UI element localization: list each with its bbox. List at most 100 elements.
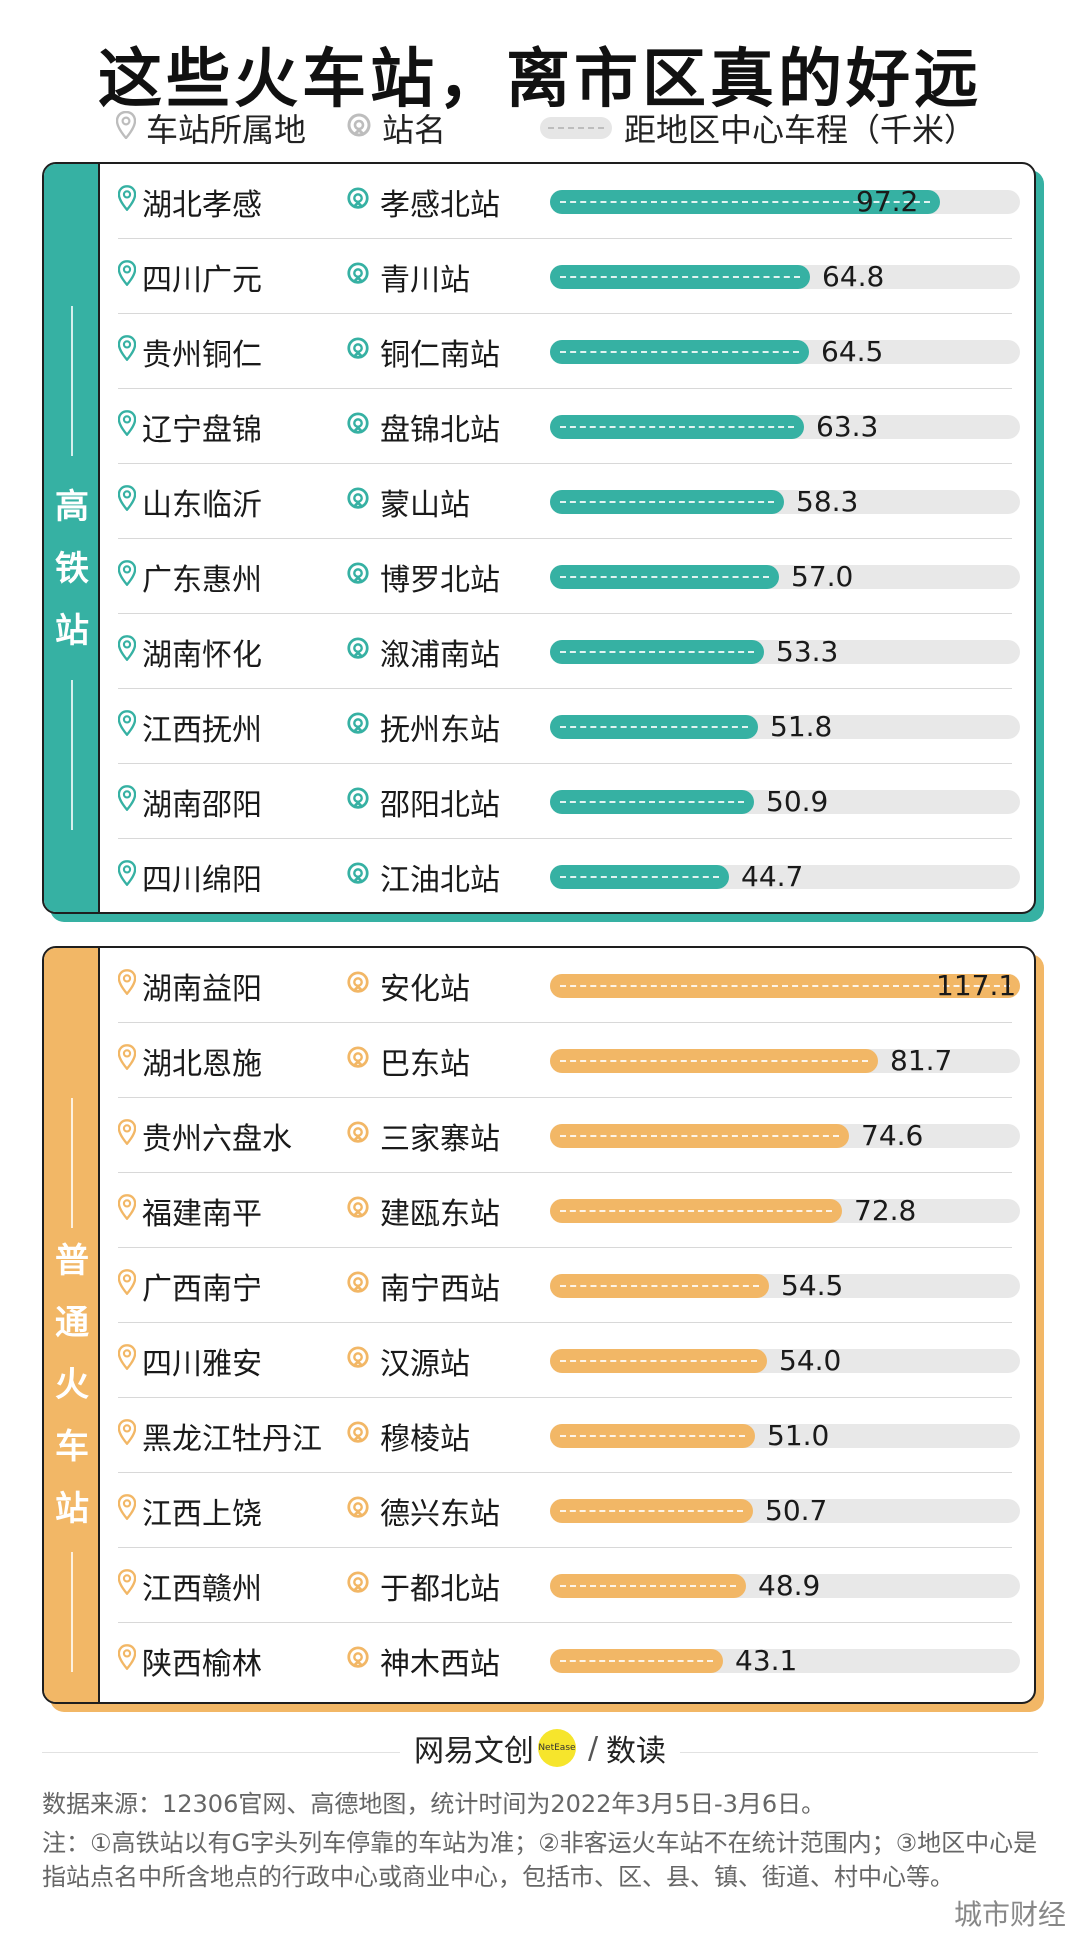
row-divider xyxy=(118,1247,1012,1248)
station-label: 蒙山站 xyxy=(380,487,470,523)
netease-logo-icon: NetEase xyxy=(537,1729,576,1767)
train-station-icon xyxy=(346,968,370,1003)
chart-row: 四川绵阳 江油北站 44.7 xyxy=(117,839,1020,912)
region-cell: 四川雅安 xyxy=(117,1323,262,1398)
legend-bar: 距地区中心车程（千米） xyxy=(540,108,976,149)
station-label: 孝感北站 xyxy=(380,187,500,223)
legend: 车站所属地 站名 距地区中心车程（千米） xyxy=(0,108,1080,149)
bar-value-label: 74.6 xyxy=(861,1119,924,1152)
station-label: 邵阳北站 xyxy=(380,787,500,823)
regular-side-char: 通 xyxy=(55,1303,89,1343)
location-pin-icon xyxy=(117,1343,137,1378)
train-station-icon xyxy=(346,1493,370,1528)
row-divider xyxy=(118,1472,1012,1473)
train-station-icon xyxy=(346,184,370,219)
hsr-side-line-top xyxy=(71,306,73,456)
location-pin-icon xyxy=(117,1268,137,1303)
region-label: 山东临沂 xyxy=(142,487,262,523)
bar xyxy=(550,640,764,664)
row-divider xyxy=(118,613,1012,614)
bar-value-label: 54.0 xyxy=(779,1344,842,1377)
station-cell: 蒙山站 xyxy=(346,464,470,539)
location-pin-icon xyxy=(117,859,137,894)
region-label: 福建南平 xyxy=(142,1196,262,1232)
station-label: 抚州东站 xyxy=(380,712,500,748)
station-label: 穆棱站 xyxy=(380,1421,470,1457)
region-cell: 湖南益阳 xyxy=(117,948,262,1023)
train-station-icon xyxy=(346,1568,370,1603)
bar-track xyxy=(550,490,1020,514)
station-label: 南宁西站 xyxy=(380,1271,500,1307)
bar xyxy=(550,1349,767,1373)
region-label: 湖南邵阳 xyxy=(142,787,262,823)
row-divider xyxy=(118,238,1012,239)
regular-side-char: 站 xyxy=(55,1489,89,1529)
train-station-icon xyxy=(346,709,370,744)
location-pin-icon xyxy=(117,1193,137,1228)
chart-row: 山东临沂 蒙山站 58.3 xyxy=(117,464,1020,539)
region-label: 江西抚州 xyxy=(142,712,262,748)
hsr-section-panel: 高 铁 站 湖北孝感 孝感北站 97.2 四川广元 青川站 64.8 贵州铜仁 铜仁南站 64.… xyxy=(42,162,1036,914)
bar-value-label: 51.8 xyxy=(770,710,833,743)
bar-track xyxy=(550,1124,1020,1148)
region-cell: 湖北孝感 xyxy=(117,164,262,239)
station-label: 巴东站 xyxy=(380,1046,470,1082)
bar-value-label: 48.9 xyxy=(758,1569,821,1602)
legend-bar-swatch xyxy=(540,117,612,139)
station-label: 盘锦北站 xyxy=(380,412,500,448)
station-cell: 孝感北站 xyxy=(346,164,500,239)
chart-row: 江西抚州 抚州东站 51.8 xyxy=(117,689,1020,764)
chart-row: 湖北恩施 巴东站 81.7 xyxy=(117,1023,1020,1098)
station-cell: 青川站 xyxy=(346,239,470,314)
station-label: 神木西站 xyxy=(380,1646,500,1682)
station-cell: 德兴东站 xyxy=(346,1473,500,1548)
train-station-icon xyxy=(346,559,370,594)
region-label: 湖南益阳 xyxy=(142,971,262,1007)
hsr-side-char: 站 xyxy=(55,611,89,651)
station-cell: 汉源站 xyxy=(346,1323,470,1398)
bar xyxy=(550,340,809,364)
chart-row: 贵州六盘水 三家寨站 74.6 xyxy=(117,1098,1020,1173)
location-pin-icon xyxy=(117,559,137,594)
regular-side-band: 普 通 火 车 站 xyxy=(44,948,100,1702)
row-divider xyxy=(118,838,1012,839)
bar-track xyxy=(550,265,1020,289)
station-cell: 盘锦北站 xyxy=(346,389,500,464)
location-pin-icon xyxy=(117,968,137,1003)
train-station-icon xyxy=(346,259,370,294)
row-divider xyxy=(118,1022,1012,1023)
region-label: 湖南怀化 xyxy=(142,637,262,673)
train-station-icon xyxy=(346,109,372,147)
bar-track xyxy=(550,340,1020,364)
bar-track xyxy=(550,790,1020,814)
station-label: 铜仁南站 xyxy=(380,337,500,373)
hsr-side-band: 高 铁 站 xyxy=(44,164,100,912)
station-cell: 邵阳北站 xyxy=(346,764,500,839)
hsr-side-char: 铁 xyxy=(55,549,89,589)
location-pin-icon xyxy=(117,184,137,219)
bar-track xyxy=(550,974,1020,998)
region-cell: 江西赣州 xyxy=(117,1548,262,1623)
legend-station: 站名 xyxy=(346,108,447,149)
station-label: 青川站 xyxy=(380,262,470,298)
row-divider xyxy=(118,1622,1012,1623)
regular-side-char: 火 xyxy=(55,1365,89,1405)
bar-value-label: 50.9 xyxy=(766,785,829,818)
bar-value-label: 117.1 xyxy=(936,969,1017,1002)
brand-left: 网易文创 xyxy=(413,1734,534,1769)
train-station-icon xyxy=(346,1643,370,1678)
chart-row: 湖南怀化 溆浦南站 53.3 xyxy=(117,614,1020,689)
bar-track xyxy=(550,1049,1020,1073)
bar-value-label: 57.0 xyxy=(791,560,854,593)
chart-row: 陕西榆林 神木西站 43.1 xyxy=(117,1623,1020,1698)
regular-side-line-top xyxy=(71,1098,73,1228)
bar-value-label: 97.2 xyxy=(856,185,919,218)
watermark: 城市财经 xyxy=(953,1898,1066,1931)
bar-track xyxy=(550,865,1020,889)
train-station-icon xyxy=(346,1193,370,1228)
station-cell: 巴东站 xyxy=(346,1023,470,1098)
region-label: 贵州铜仁 xyxy=(142,337,262,373)
legend-station-label: 站名 xyxy=(382,111,447,149)
regular-side-char: 普 xyxy=(55,1241,89,1281)
regular-side-char: 车 xyxy=(55,1427,89,1467)
